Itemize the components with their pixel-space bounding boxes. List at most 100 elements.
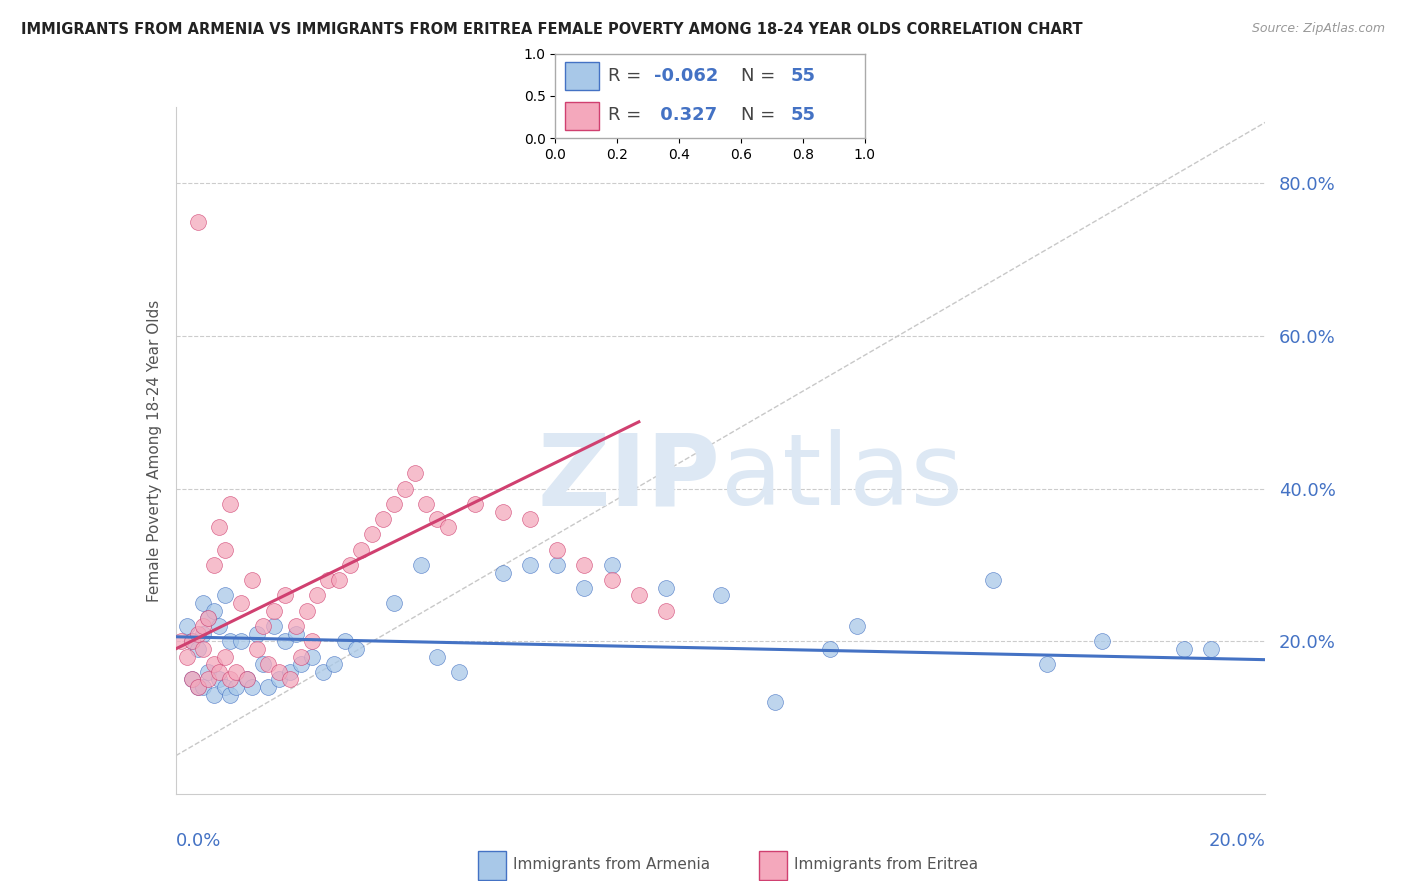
Text: atlas: atlas: [721, 429, 962, 526]
Point: [274, 589, 297, 603]
Point: [252, 619, 274, 633]
Point: [328, 573, 350, 587]
Point: [181, 673, 204, 687]
Point: [257, 657, 280, 672]
Point: [186, 626, 209, 640]
Point: [350, 542, 373, 557]
Text: IMMIGRANTS FROM ARMENIA VS IMMIGRANTS FROM ERITREA FEMALE POVERTY AMONG 18-24 YE: IMMIGRANTS FROM ARMENIA VS IMMIGRANTS FR…: [21, 22, 1083, 37]
Point: [382, 497, 405, 511]
Point: [170, 634, 193, 648]
Point: [191, 626, 214, 640]
Point: [845, 619, 868, 633]
Text: N =: N =: [741, 106, 780, 124]
Point: [197, 665, 219, 679]
Point: [202, 688, 225, 702]
Point: [191, 619, 214, 633]
Point: [492, 566, 515, 580]
Bar: [478, 851, 506, 880]
Text: -0.062: -0.062: [654, 67, 718, 85]
Point: [290, 657, 312, 672]
Point: [627, 589, 650, 603]
Point: [208, 619, 231, 633]
Point: [240, 573, 263, 587]
Point: [339, 558, 361, 572]
Point: [202, 657, 225, 672]
Point: [181, 634, 204, 648]
Point: [290, 649, 312, 664]
Point: [219, 673, 242, 687]
Point: [231, 634, 253, 648]
Point: [519, 512, 541, 526]
Point: [284, 626, 307, 640]
Point: [197, 611, 219, 625]
Text: Immigrants from Armenia: Immigrants from Armenia: [513, 857, 710, 871]
Point: [415, 497, 437, 511]
Point: [464, 497, 486, 511]
Point: [322, 657, 344, 672]
Point: [1199, 641, 1222, 656]
Point: [186, 214, 209, 228]
Point: [284, 619, 307, 633]
Point: [252, 657, 274, 672]
Point: [981, 573, 1004, 587]
Point: [225, 680, 247, 694]
Point: [231, 596, 253, 610]
Point: [409, 558, 432, 572]
Point: [176, 649, 198, 664]
Point: [574, 558, 596, 572]
Point: [600, 573, 623, 587]
Point: [818, 641, 841, 656]
Point: [546, 558, 568, 572]
Point: [219, 634, 242, 648]
Point: [405, 467, 427, 481]
Point: [307, 589, 329, 603]
Point: [301, 649, 323, 664]
Bar: [759, 851, 787, 880]
Point: [257, 680, 280, 694]
Point: [710, 589, 733, 603]
Point: [235, 673, 257, 687]
Point: [186, 641, 209, 656]
Point: [1091, 634, 1114, 648]
Point: [519, 558, 541, 572]
Point: [191, 596, 214, 610]
Point: [225, 665, 247, 679]
Y-axis label: Female Poverty Among 18-24 Year Olds: Female Poverty Among 18-24 Year Olds: [146, 300, 162, 601]
Text: R =: R =: [607, 106, 647, 124]
Point: [447, 665, 470, 679]
Point: [214, 542, 236, 557]
Point: [394, 482, 416, 496]
Text: Source: ZipAtlas.com: Source: ZipAtlas.com: [1251, 22, 1385, 36]
Point: [191, 680, 214, 694]
Text: 0.0%: 0.0%: [176, 831, 221, 850]
Point: [269, 673, 291, 687]
Text: N =: N =: [741, 67, 780, 85]
Bar: [565, 62, 599, 90]
Point: [492, 504, 515, 518]
Point: [344, 641, 367, 656]
Point: [763, 695, 786, 709]
Point: [197, 611, 219, 625]
Point: [655, 581, 678, 595]
Point: [208, 665, 231, 679]
Point: [318, 573, 340, 587]
Point: [295, 604, 318, 618]
Point: [301, 634, 323, 648]
Point: [235, 673, 257, 687]
Point: [437, 520, 460, 534]
Bar: [565, 102, 599, 130]
Point: [426, 512, 449, 526]
Point: [574, 581, 596, 595]
Point: [197, 673, 219, 687]
Point: [278, 665, 301, 679]
Point: [263, 619, 285, 633]
Point: [214, 680, 236, 694]
Point: [312, 665, 335, 679]
Point: [214, 589, 236, 603]
Point: [191, 641, 214, 656]
Point: [181, 634, 204, 648]
Point: [219, 497, 242, 511]
Point: [181, 673, 204, 687]
Text: 55: 55: [790, 106, 815, 124]
Point: [371, 512, 394, 526]
